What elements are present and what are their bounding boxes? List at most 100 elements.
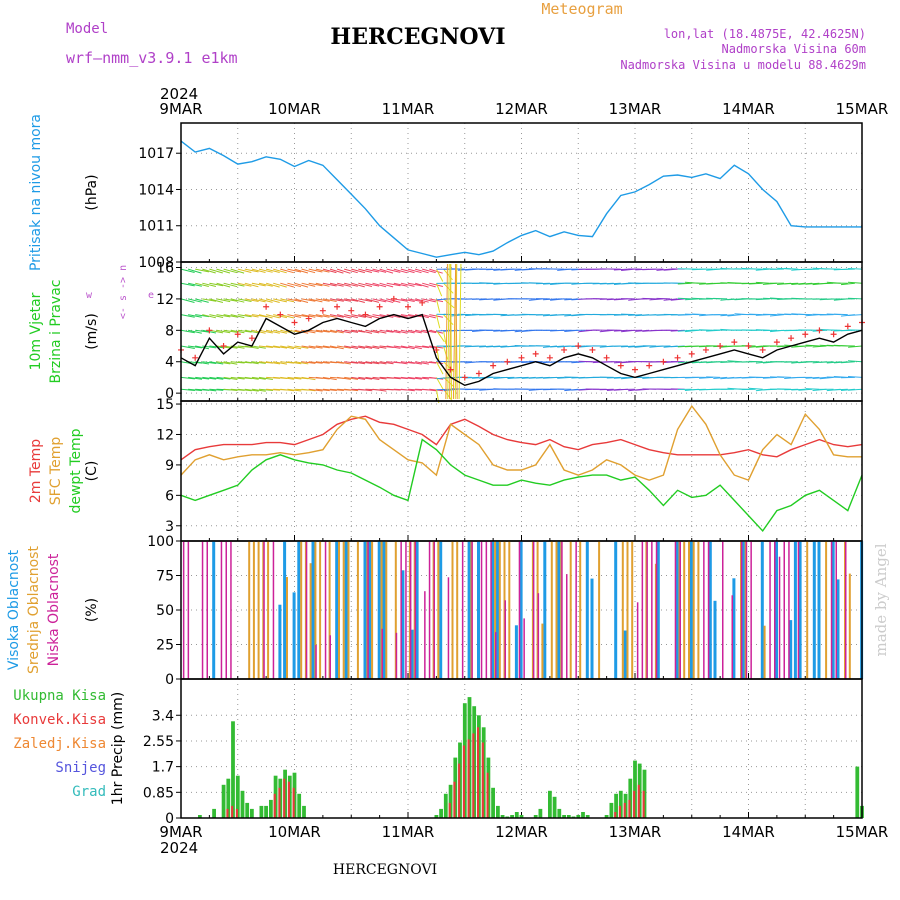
- gust-marker: [702, 346, 709, 353]
- cloud-bar-high-cloud: [496, 541, 499, 679]
- gust-marker: [390, 295, 397, 302]
- cloud-bar-high-cloud: [543, 541, 547, 679]
- cloud-bars: [182, 541, 864, 679]
- wind-vector: [329, 298, 344, 302]
- wind-vector: [769, 297, 785, 300]
- cloud-bar-low-cloud: [646, 541, 648, 679]
- wind-vector: [251, 345, 266, 349]
- x-tick-label-bottom: 13MAR: [609, 823, 662, 841]
- wind-vector: [479, 345, 494, 348]
- cloud-bar-low-cloud: [220, 541, 223, 679]
- wind-vector: [400, 282, 415, 287]
- gust-marker: [717, 343, 724, 350]
- wind-vector: [805, 376, 820, 379]
- wind-vector: [407, 314, 422, 318]
- wind-vector: [514, 376, 529, 379]
- wind-vector: [209, 268, 223, 274]
- series-line-sfc-temp: [180, 404, 862, 481]
- gust-marker: [589, 346, 596, 353]
- wind-vector: [727, 314, 742, 317]
- wind-direction-legend: w: [86, 290, 93, 301]
- cloud-bar-mid-cloud: [598, 541, 601, 679]
- cloud-bar-low-cloud: [655, 541, 658, 679]
- wind-vector: [308, 282, 323, 287]
- cloud-bar-mid-cloud: [338, 541, 340, 679]
- wind-vector: [336, 282, 351, 287]
- precip-bar-konvek-kisa: [467, 739, 470, 818]
- x-tick-label-top: 12MAR: [495, 100, 548, 118]
- wind-vector: [230, 376, 245, 380]
- cloud-bar-mid-cloud: [314, 541, 317, 679]
- wind-vector: [486, 298, 501, 300]
- wind-vector: [301, 298, 316, 302]
- cloud-bar-high-cloud: [410, 629, 414, 679]
- wind-vector: [847, 376, 863, 378]
- wind-vector: [393, 345, 408, 349]
- precip-bar-ukupna-kisa: [259, 805, 264, 818]
- precip-bar-ukupna-kisa: [439, 808, 443, 818]
- cloud-bar-low-cloud: [461, 541, 464, 679]
- wind-vector: [755, 298, 770, 301]
- wind-vector: [452, 263, 457, 400]
- wind-vector: [358, 345, 373, 349]
- wind-vector: [223, 376, 238, 380]
- cloud-bar-high-cloud: [344, 541, 348, 679]
- wind-vector: [188, 345, 203, 349]
- wind-vector: [258, 314, 273, 319]
- cloud-bar-high-cloud: [732, 578, 736, 679]
- wind-vector: [202, 268, 216, 274]
- panel-precip: 0 0.85 1.7 2.55 3.4 1hr Precip (mm)Ukupna Kis…: [13, 678, 864, 827]
- wind-vector: [407, 388, 423, 391]
- cloud-bar-high-cloud: [713, 600, 717, 679]
- wind-vector: [322, 388, 337, 391]
- wind-vector: [435, 298, 441, 313]
- y-axis-label: Brzina i Pravac: [48, 280, 64, 384]
- wind-vector: [202, 314, 217, 319]
- cloud-bar-low-cloud: [797, 541, 800, 679]
- precip-legend-item: Ukupna Kisa: [13, 688, 106, 704]
- wind-vector: [372, 329, 387, 334]
- cloud-bar-high-cloud: [382, 541, 386, 679]
- y-tick-label: 16: [156, 260, 174, 276]
- wind-vector: [351, 268, 365, 274]
- cloud-bar-low-cloud: [367, 541, 369, 679]
- cloud-bar-mid-cloud: [688, 541, 690, 679]
- cloud-bar-low-cloud: [504, 600, 506, 679]
- wind-vector: [273, 282, 287, 288]
- wind-vector: [670, 329, 685, 332]
- precip-bar-konvek-kisa: [448, 802, 451, 818]
- wind-vector: [195, 376, 210, 380]
- cloud-bar-high-cloud: [760, 541, 764, 679]
- gust-marker: [376, 303, 383, 310]
- chart-title: HERCEGNOVI: [330, 24, 505, 50]
- wind-vector: [393, 361, 408, 365]
- precip-bar-konvek-kisa: [486, 772, 489, 818]
- cloud-bar-low-cloud: [447, 577, 450, 679]
- gust-marker: [660, 358, 667, 365]
- wind-vector: [301, 388, 316, 392]
- precip-bar-ukupna-kisa: [548, 790, 552, 818]
- wind-vector: [663, 298, 678, 301]
- wind-vector: [429, 329, 444, 334]
- wind-vector: [315, 298, 330, 302]
- wind-vector: [301, 282, 316, 287]
- precip-bar-konvek-kisa: [283, 778, 286, 818]
- wind-vector: [237, 314, 252, 318]
- cloud-bar-mid-cloud: [697, 541, 700, 679]
- wind-vector: [308, 329, 323, 333]
- wind-vector: [209, 282, 224, 287]
- wind-vector: [195, 282, 209, 287]
- wind-vector: [386, 268, 401, 273]
- wind-vector: [358, 376, 373, 380]
- wind-vector: [365, 345, 380, 349]
- wind-vector: [244, 268, 259, 273]
- precip-bar-ukupna-kisa: [585, 815, 590, 818]
- wind-vector: [564, 314, 579, 317]
- precip-bar-ukupna-kisa: [604, 815, 609, 818]
- precip-bar-ukupna-kisa: [538, 808, 543, 818]
- cloud-bar-high-cloud: [283, 541, 287, 679]
- wind-vector: [187, 298, 202, 303]
- wind-vector: [606, 388, 621, 391]
- gust-marker: [688, 350, 695, 357]
- wind-vector: [699, 361, 714, 364]
